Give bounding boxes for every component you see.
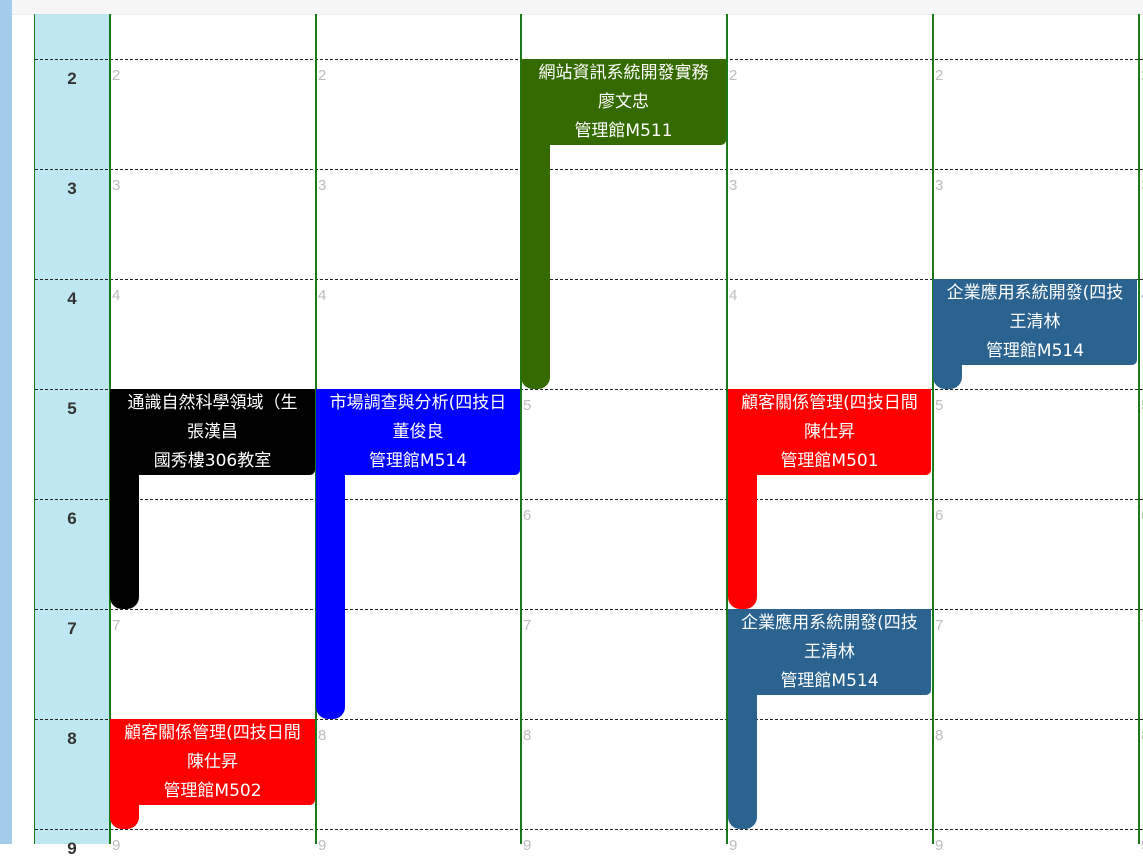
event-box: 顧客關係管理(四技日間 陳仕昇 管理館M501 (728, 389, 931, 475)
left-scrollbar-strip[interactable] (0, 0, 12, 844)
event-box: 網站資訊系統開發實務 廖文忠 管理館M511 (521, 59, 726, 145)
teacher-name: 廖文忠 (598, 92, 649, 112)
cell-hour-number: 7 (935, 617, 944, 634)
event-general-science[interactable]: 通識自然科學領域（生 張漢昌 國秀樓306教室 (110, 389, 315, 609)
cell-hour-number: 9 (112, 837, 121, 854)
hour-label: 7 (67, 619, 77, 638)
cell-hour-number: 2 (112, 67, 121, 84)
hour-label: 3 (67, 179, 77, 198)
course-name: 通識自然科學領域（生 (127, 393, 298, 413)
event-box: 市場調查與分析(四技日 董俊良 管理館M514 (316, 389, 520, 475)
hour-gridline (35, 499, 1143, 500)
top-toolbar (0, 0, 1143, 15)
course-name: 市場調查與分析(四技日 (329, 393, 507, 413)
cell-hour-number: 5 (935, 397, 944, 414)
cell-hour-number: 4 (729, 287, 738, 304)
cell-hour-number: 3 (112, 177, 121, 194)
cell-hour-number: 9 (523, 837, 532, 854)
cell-hour-number: 3 (729, 177, 738, 194)
hour-gridline (35, 279, 1143, 280)
event-box: 通識自然科學領域（生 張漢昌 國秀樓306教室 (110, 389, 315, 475)
hour-gridline (35, 719, 1143, 720)
day-column-line (1138, 14, 1140, 844)
cell-hour-number: 4 (318, 287, 327, 304)
room-name: 國秀樓306教室 (153, 451, 272, 471)
room-name: 管理館M514 (780, 671, 879, 691)
time-gutter (35, 14, 109, 844)
cell-hour-number: 7 (523, 617, 532, 634)
cell-hour-number: 7 (112, 617, 121, 634)
room-name: 管理館M511 (574, 121, 673, 141)
teacher-name: 陳仕昇 (187, 752, 238, 772)
cell-hour-number: 4 (1141, 287, 1143, 304)
cell-hour-number: 5 (523, 397, 532, 414)
hour-gridline (35, 389, 1143, 390)
hour-label: 8 (67, 729, 77, 748)
event-crm-thu[interactable]: 顧客關係管理(四技日間 陳仕昇 管理館M501 (728, 389, 931, 609)
cell-hour-number: 2 (935, 67, 944, 84)
course-name: 顧客關係管理(四技日間 (124, 723, 301, 743)
cell-hour-number: 9 (729, 837, 738, 854)
event-box: 顧客關係管理(四技日間 陳仕昇 管理館M502 (110, 719, 315, 805)
cell-hour-number: 3 (935, 177, 944, 194)
cell-hour-number: 3 (318, 177, 327, 194)
gutter-border (34, 14, 35, 844)
event-box: 企業應用系統開發(四技 王清林 管理館M514 (728, 609, 931, 695)
teacher-name: 董俊良 (392, 422, 444, 442)
cell-hour-number: 7 (1141, 617, 1143, 634)
course-name: 顧客關係管理(四技日間 (741, 393, 918, 413)
day-column-line (520, 14, 522, 844)
teacher-name: 王清林 (804, 642, 855, 662)
event-crm-mon[interactable]: 顧客關係管理(四技日間 陳仕昇 管理館M502 (110, 719, 315, 829)
hour-gridline (35, 829, 1143, 830)
room-name: 管理館M501 (780, 451, 879, 471)
event-box: 企業應用系統開發(四技 王清林 管理館M514 (933, 279, 1137, 365)
cell-hour-number: 6 (1141, 507, 1143, 524)
event-enterprise-app-dev-thu[interactable]: 企業應用系統開發(四技 王清林 管理館M514 (728, 609, 931, 829)
teacher-name: 王清林 (1009, 312, 1061, 332)
course-name: 企業應用系統開發(四技 (741, 613, 918, 633)
cell-hour-number: 8 (935, 727, 944, 744)
course-name: 網站資訊系統開發實務 (538, 63, 709, 83)
cell-hour-number: 6 (935, 507, 944, 524)
teacher-name: 張漢昌 (187, 422, 238, 442)
hour-gridline (35, 169, 1143, 170)
hour-label: 6 (67, 509, 77, 528)
event-enterprise-app-dev-fri[interactable]: 企業應用系統開發(四技 王清林 管理館M514 (933, 279, 1137, 389)
room-name: 管理館M502 (163, 781, 262, 801)
room-name: 管理館M514 (985, 341, 1085, 361)
cell-hour-number: 2 (1141, 67, 1143, 84)
room-name: 管理館M514 (368, 451, 468, 471)
cell-hour-number: 4 (112, 287, 121, 304)
event-market-research[interactable]: 市場調查與分析(四技日 董俊良 管理館M514 (316, 389, 520, 719)
cell-hour-number: 8 (318, 727, 327, 744)
cell-hour-number: 9 (935, 837, 944, 854)
hour-gridline (35, 609, 1143, 610)
event-web-info-dev[interactable]: 網站資訊系統開發實務 廖文忠 管理館M511 (521, 59, 726, 389)
cell-hour-number: 2 (318, 67, 327, 84)
hour-label: 4 (67, 289, 77, 308)
cell-hour-number: 3 (1141, 177, 1143, 194)
hour-label: 2 (67, 69, 77, 88)
cell-hour-number: 8 (1141, 727, 1143, 744)
hour-label: 5 (67, 399, 77, 418)
cell-hour-number: 6 (523, 507, 532, 524)
day-column-line (932, 14, 934, 844)
teacher-name: 陳仕昇 (804, 422, 855, 442)
hour-label: 9 (67, 839, 77, 858)
course-name: 企業應用系統開發(四技 (946, 283, 1124, 303)
cell-hour-number: 2 (729, 67, 738, 84)
day-column-line (726, 14, 728, 844)
cell-hour-number: 5 (1141, 397, 1143, 414)
cell-hour-number: 9 (318, 837, 327, 854)
cell-hour-number: 8 (523, 727, 532, 744)
